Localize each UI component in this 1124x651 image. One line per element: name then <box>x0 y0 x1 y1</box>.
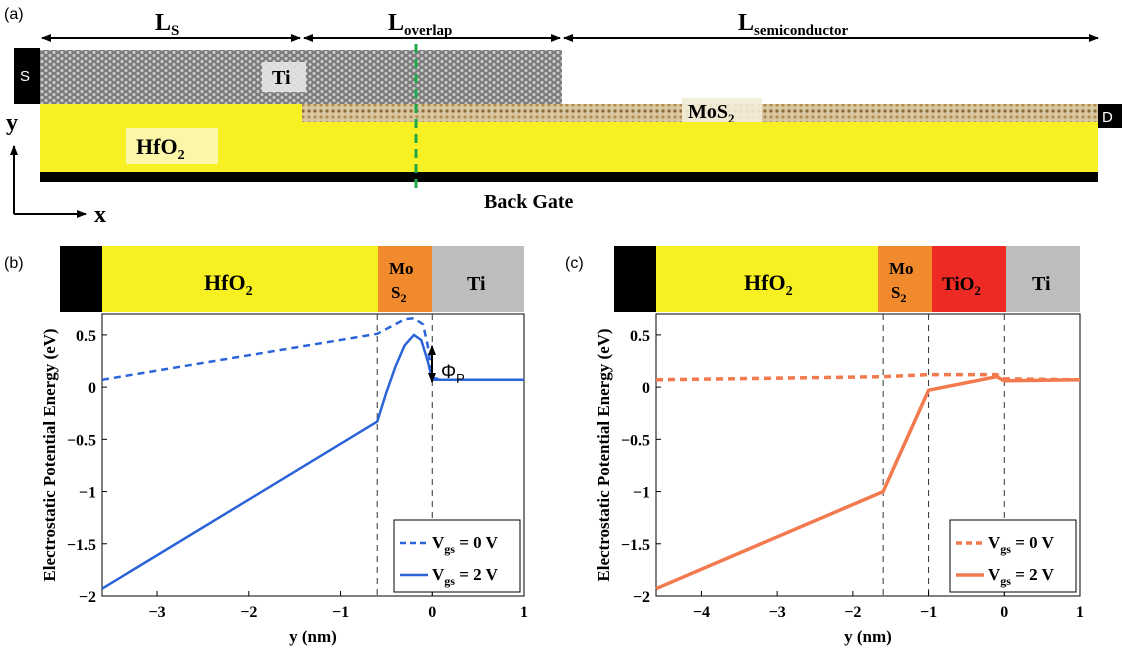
drain-label: D <box>1102 109 1113 126</box>
c-series-1 <box>655 374 1081 591</box>
ti-label: Ti <box>272 67 291 89</box>
c-xtick-label: 1 <box>1076 604 1084 621</box>
b-ti-block <box>432 246 524 312</box>
b-metal-black <box>60 246 102 312</box>
c-ytick-label: −2 <box>633 589 650 606</box>
panel-a-label: (a) <box>4 6 24 23</box>
b-ytick-label: 0 <box>88 380 96 397</box>
b-xtick-label: −1 <box>332 604 349 621</box>
c-metal-black <box>614 246 656 312</box>
b-ylabel: Electrostatic Potential Energy (eV) <box>40 328 59 581</box>
c-xtick-label: −1 <box>920 604 937 621</box>
c-xtick-label: 0 <box>1000 604 1008 621</box>
c-mos2-block <box>878 246 932 312</box>
loverlap-label: Loverlap <box>388 10 452 39</box>
b-mos2-label-bottom: S2 <box>391 283 406 305</box>
phi-label: ΦP <box>441 362 465 386</box>
c-ytick-label: 0 <box>642 380 650 397</box>
panel-c: (c) HfO2 Mo S2 TiO2 Ti −4 −3 −2 −1 0 1−2−1.5−… <box>565 246 1084 646</box>
c-legend-label-1: Vgs = 2 V <box>988 565 1055 588</box>
hfo2-label: HfO2 <box>136 134 185 163</box>
source-contact <box>14 48 40 104</box>
b-legend-box <box>393 519 521 593</box>
b-mos2-label-top: Mo <box>389 259 414 278</box>
b-hfo2-block <box>102 246 378 312</box>
b-mos2-block <box>378 246 432 312</box>
c-xlabel: y (nm) <box>844 627 892 646</box>
c-mos2-label-top: Mo <box>889 259 914 278</box>
axis-x-label: x <box>94 202 106 228</box>
b-plot-frame <box>101 313 525 597</box>
c-ytick-label: −0.5 <box>621 432 650 449</box>
b-xtick-label: −3 <box>148 604 165 621</box>
c-tio2-label: TiO2 <box>942 274 981 298</box>
c-plot-frame <box>655 313 1081 597</box>
source-label: S <box>20 68 30 85</box>
c-ytick-label: 0.5 <box>630 328 650 345</box>
b-legend: Vgs = 0 V Vgs = 2 V <box>393 519 521 593</box>
c-mos2-label-bottom: S2 <box>891 283 906 305</box>
b-ytick-label: −1.5 <box>67 537 96 554</box>
b-xlabel: y (nm) <box>289 627 337 646</box>
c-xtick-label: −2 <box>844 604 861 621</box>
mos2-label-box <box>682 98 762 126</box>
hfo2-layer-right <box>302 122 1098 172</box>
b-hfo2-label: HfO2 <box>204 270 253 299</box>
b-legend-label-1: Vgs = 2 V <box>432 565 499 588</box>
b-ytick-label: 0.5 <box>76 328 96 345</box>
c-ytick-label: −1 <box>633 485 650 502</box>
c-ti-block <box>1006 246 1080 312</box>
c-hfo2-label: HfO2 <box>744 270 793 299</box>
b-ytick-label: −0.5 <box>67 432 96 449</box>
b-legend-label-0: Vgs = 0 V <box>432 533 499 556</box>
c-legend: Vgs = 0 V Vgs = 2 V <box>949 519 1077 593</box>
c-ticks: −4 −3 −2 −1 0 1 −2 −1.5 −1 −0.5 0 0.5 <box>621 328 1084 621</box>
panel-b-label: (b) <box>4 255 24 272</box>
b-xtick-label: 1 <box>520 604 528 621</box>
c-ylabel: Electrostatic Potential Energy (eV) <box>594 328 613 581</box>
lsemi-label: Lsemiconductor <box>738 10 849 39</box>
c-xtick-label: −4 <box>693 604 710 621</box>
panel-b: (b) HfO2 Mo S2 Ti −3 −2 −1 0 1 −2 −1.5 −1 −0.5 0 0… <box>4 246 528 646</box>
panel-a: (a) LS Loverlap Lsemiconductor S Ti MoS2… <box>4 6 1122 228</box>
c-legend-box <box>949 519 1077 593</box>
c-ytick-label: −1.5 <box>621 537 650 554</box>
b-ti-label: Ti <box>467 273 486 295</box>
mos2-label: MoS2 <box>688 101 735 126</box>
ti-label-box <box>262 62 306 92</box>
c-hfo2-block <box>656 246 878 312</box>
panel-c-label: (c) <box>565 255 584 272</box>
c-legend-label-0: Vgs = 0 V <box>988 533 1055 556</box>
c-tio2-block <box>932 246 1006 312</box>
ls-label: LS <box>155 10 179 39</box>
hfo2-label-box <box>126 128 218 164</box>
drain-contact <box>1098 104 1122 128</box>
back-gate <box>40 172 1098 182</box>
b-ytick-label: −2 <box>79 589 96 606</box>
c-ti-label: Ti <box>1032 273 1051 295</box>
axis-y-label: y <box>6 110 18 136</box>
b-xtick-label: 0 <box>428 604 436 621</box>
b-ticks: −3 −2 −1 0 1 −2 −1.5 −1 −0.5 0 0.5 <box>67 328 528 621</box>
b-xtick-label: −2 <box>240 604 257 621</box>
c-series <box>655 372 1081 591</box>
b-ytick-label: −1 <box>79 485 96 502</box>
c-xtick-label: −3 <box>769 604 786 621</box>
back-gate-label: Back Gate <box>484 191 574 213</box>
